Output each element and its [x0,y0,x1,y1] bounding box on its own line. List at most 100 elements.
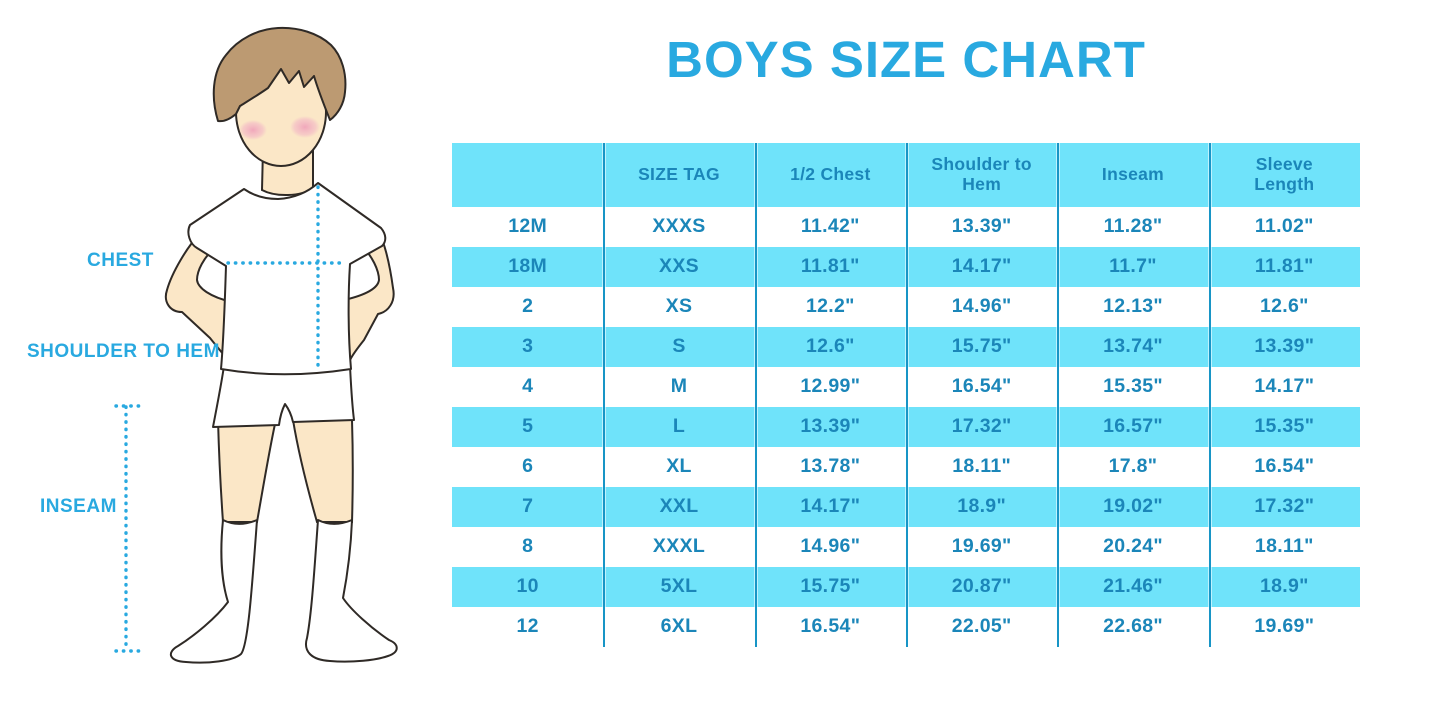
table-cell: 21.46" [1103,575,1163,598]
inseam-label: INSEAM [40,496,117,517]
table-cell: 13.78" [800,455,861,478]
table-cell: 16.54" [951,375,1012,398]
column-header: SIZE TAG [638,164,720,185]
right-blush [290,116,320,138]
table-cell: 5 [522,415,534,438]
page-title: BOYS SIZE CHART [666,31,1146,88]
table-cell: 17.32" [951,415,1012,438]
table-cell: 19.02" [1103,495,1163,518]
table-cell: 5XL [660,575,698,598]
column-header: Shoulder to Hem [931,154,1032,194]
table-cell: XXS [659,255,699,278]
column-divider [1057,143,1060,647]
table-cell: 11.28" [1103,215,1163,238]
table-cell: 16.57" [1103,415,1163,438]
right-leg-shape [291,419,354,523]
table-cell: 18.11" [1254,535,1314,558]
column-header: Inseam [1101,164,1165,185]
table-cell: 18.11" [952,455,1012,478]
table-cell: L [672,415,686,438]
table-row: 8 XXXL 14.96" 19.69" 20.24" 18.11" [452,527,1360,567]
table-cell: 11.7" [1109,255,1157,278]
table-cell: 18.9" [1259,575,1309,598]
table-cell: 20.24" [1103,535,1163,558]
table-cell: 6 [522,455,534,478]
shorts-shape [212,365,355,428]
table-row: 2 XS 12.2" 14.96" 12.13" 12.6" [452,287,1360,327]
shoulder-to-hem-label: SHOULDER TO HEM [27,341,220,362]
table-cell: 14.17" [800,495,861,518]
table-cell: 14.17" [1254,375,1315,398]
column-divider [754,143,757,647]
table-cell: 12 [516,615,539,638]
hair-shape [212,26,347,123]
table-cell: 18M [508,255,548,278]
table-cell: 7 [522,495,534,518]
table-cell: 19.69" [1254,615,1315,638]
column-divider [906,143,908,647]
table-cell: 15.75" [951,335,1012,358]
table-cell: 12.6" [805,335,855,358]
right-sock-shape [305,519,398,663]
table-cell: 17.8" [1108,455,1158,478]
table-row: 12M XXXS 11.42" 13.39" 11.28" 11.02" [452,207,1360,247]
column-header [452,143,603,207]
table-cell: 14.17" [951,255,1012,278]
table-cell: M [670,375,688,398]
table-cell: 14.96" [800,535,861,558]
table-cell: 12.2" [805,295,855,318]
chest-label: CHEST [87,250,154,271]
table-row: 6 XL 13.78" 18.11" 17.8" 16.54" [452,447,1360,487]
table-cell: 16.54" [1254,455,1315,478]
table-cell: 22.05" [951,615,1012,638]
table-cell: 12.6" [1259,295,1309,318]
column-divider [603,143,606,647]
column-header: 1/2 Chest [790,164,871,185]
table-cell: 11.02" [1254,215,1314,238]
column-header: Sleeve Length [1254,154,1315,194]
table-cell: 19.69" [951,535,1012,558]
table-cell: XXL [659,495,699,518]
table-cell: 20.87" [951,575,1012,598]
table-cell: XS [665,295,693,318]
table-cell: 13.39" [1254,335,1315,358]
table-cell: 12M [508,215,548,238]
table-cell: 15.35" [1103,375,1163,398]
table-cell: 18.9" [957,495,1006,518]
table-cell: 12.13" [1103,295,1163,318]
table-cell: 14.96" [951,295,1012,318]
table-cell: 15.75" [800,575,861,598]
table-cell: XXXL [652,535,706,558]
table-cell: 12.99" [800,375,861,398]
table-cell: 6XL [660,615,698,638]
left-sock-shape [169,519,258,664]
table-cell: 2 [522,295,534,318]
table-cell: 11.42" [800,215,860,238]
table-cell: S [672,335,686,358]
size-table: SIZE TAG 1/2 Chest Shoulder to Hem Inseam Sl… [452,143,1360,647]
left-leg-shape [216,418,277,523]
table-cell: 8 [522,535,534,558]
table-cell: XXXS [652,215,706,238]
boy-figure-illustration [0,0,450,723]
column-divider [1208,143,1211,647]
table-cell: 13.74" [1103,335,1163,358]
left-blush [239,120,267,140]
table-row: 4 M 12.99" 16.54" 15.35" 14.17" [452,367,1360,407]
table-cell: 17.32" [1254,495,1315,518]
table-cell: 10 [516,575,539,598]
table-cell: 13.39" [800,415,861,438]
table-cell: 3 [522,335,534,358]
table-row: 12 6XL 16.54" 22.05" 22.68" 19.69" [452,607,1360,647]
boy-figure-svg [114,26,398,664]
table-cell: 16.54" [800,615,861,638]
table-cell: 22.68" [1103,615,1163,638]
table-cell: 11.81" [800,255,860,278]
table-cell: 13.39" [951,215,1012,238]
tshirt-shape [187,182,387,376]
right-arm-shape [343,223,395,361]
table-cell: 4 [522,375,534,398]
table-cell: 15.35" [1254,415,1315,438]
table-cell: 11.81" [1254,255,1314,278]
table-cell: XL [666,455,692,478]
